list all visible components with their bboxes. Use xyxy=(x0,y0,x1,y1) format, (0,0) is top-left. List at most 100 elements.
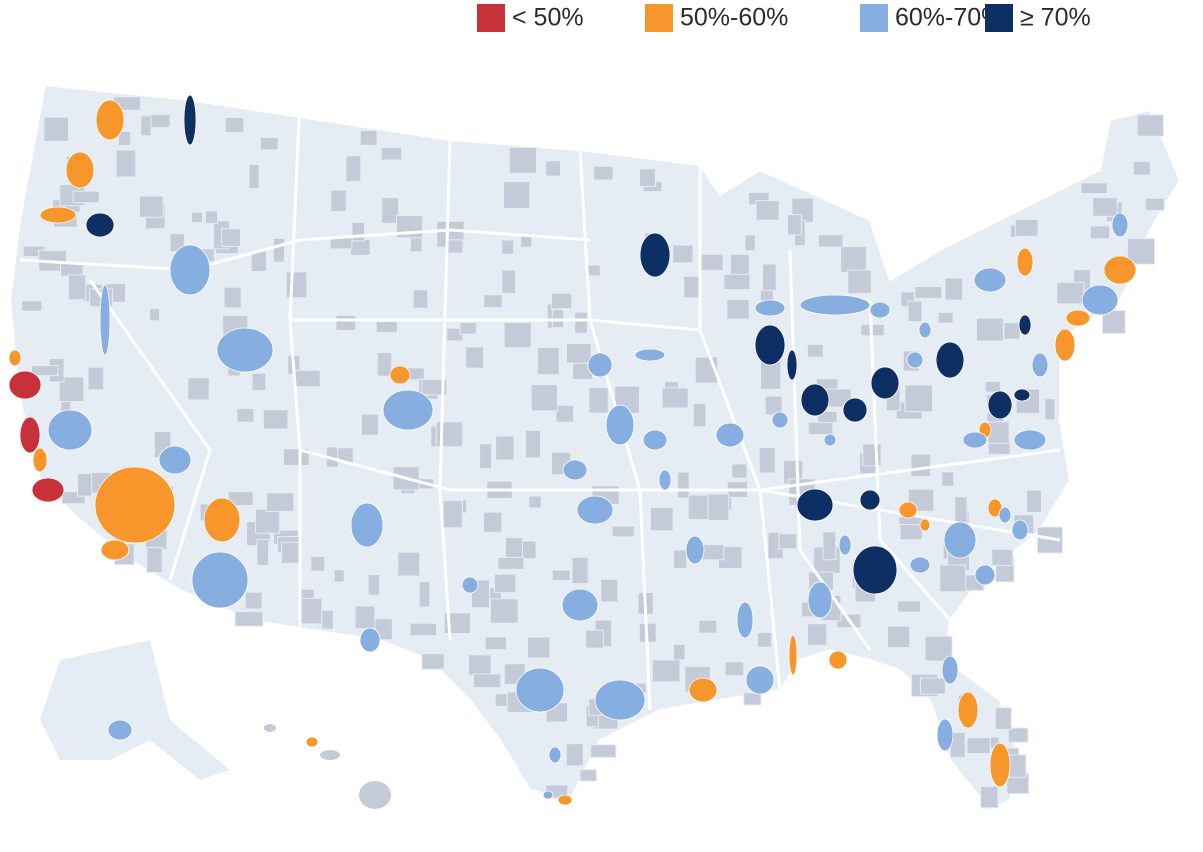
county xyxy=(584,264,601,277)
metro-area xyxy=(957,691,979,729)
metro-area xyxy=(359,627,381,653)
county xyxy=(442,500,463,529)
metros xyxy=(8,94,1137,806)
county xyxy=(525,429,541,459)
county xyxy=(611,525,635,538)
county xyxy=(360,413,380,436)
metro-area xyxy=(191,551,249,609)
state-line xyxy=(290,318,701,332)
county xyxy=(351,221,365,242)
metro-area xyxy=(562,459,588,481)
county xyxy=(806,343,824,358)
county xyxy=(283,448,310,466)
metro-area xyxy=(962,431,988,449)
county xyxy=(904,384,934,413)
metro-area xyxy=(32,447,48,473)
county xyxy=(148,307,160,322)
county xyxy=(503,321,532,349)
metro-area xyxy=(870,366,900,400)
metro-area xyxy=(1065,309,1091,327)
county xyxy=(489,598,519,624)
metro-area xyxy=(842,397,868,423)
county xyxy=(87,366,105,391)
metro-area xyxy=(515,667,565,713)
county xyxy=(730,253,750,278)
county xyxy=(755,200,780,221)
metro-area xyxy=(642,429,668,451)
metro-area xyxy=(936,718,954,752)
county xyxy=(585,629,604,649)
county xyxy=(31,365,59,377)
county xyxy=(910,453,932,478)
county xyxy=(503,181,531,210)
county xyxy=(975,317,1004,342)
metro-area xyxy=(1031,352,1049,378)
state-line xyxy=(438,139,452,641)
county xyxy=(272,237,285,263)
metro-area xyxy=(31,477,65,503)
metro-area xyxy=(634,348,666,362)
county xyxy=(299,597,323,625)
metro-area xyxy=(542,790,554,800)
county xyxy=(43,116,70,142)
metro-area xyxy=(859,489,881,511)
county xyxy=(465,346,485,369)
county xyxy=(459,321,477,335)
county xyxy=(330,189,347,212)
legend-swatch xyxy=(645,4,673,32)
county xyxy=(190,211,203,224)
metro-area xyxy=(305,736,319,748)
metro-area xyxy=(1013,429,1047,451)
county xyxy=(692,402,707,428)
metro-area xyxy=(557,794,573,806)
county xyxy=(497,556,525,570)
county xyxy=(944,277,964,301)
metro-area xyxy=(906,351,924,369)
county xyxy=(649,507,674,532)
metro-area xyxy=(576,495,614,525)
county xyxy=(418,581,431,608)
metro-area xyxy=(350,502,384,548)
county xyxy=(817,234,844,248)
county xyxy=(528,495,542,509)
county xyxy=(294,369,321,388)
county xyxy=(335,314,357,332)
metro-area xyxy=(828,650,848,670)
legend-label: ≥ 70% xyxy=(1020,4,1091,32)
county xyxy=(345,155,362,183)
metro-area xyxy=(605,404,635,446)
metro-area xyxy=(1081,284,1119,316)
metro-area xyxy=(974,564,996,586)
county xyxy=(593,165,614,181)
county xyxy=(281,541,302,564)
metro-area xyxy=(941,655,959,685)
metro-area xyxy=(1011,519,1029,541)
county xyxy=(571,556,589,585)
county xyxy=(550,292,573,310)
county xyxy=(807,421,834,435)
metro-area xyxy=(1103,255,1137,285)
county xyxy=(494,693,508,707)
county xyxy=(354,605,376,630)
county xyxy=(421,378,448,396)
state-line xyxy=(788,249,872,651)
county xyxy=(1132,160,1151,176)
metro-area xyxy=(796,488,834,522)
county xyxy=(886,625,911,649)
metro-area xyxy=(898,501,918,519)
county xyxy=(256,539,270,567)
county xyxy=(1044,398,1056,421)
county xyxy=(76,473,93,497)
metro-area xyxy=(183,94,197,146)
metro-area xyxy=(47,409,93,451)
county xyxy=(639,168,656,187)
metro-area xyxy=(203,497,241,543)
county xyxy=(590,744,617,758)
county xyxy=(744,234,756,252)
metro-area xyxy=(919,518,931,532)
county xyxy=(381,197,399,224)
county xyxy=(472,673,502,689)
county xyxy=(778,533,798,550)
county xyxy=(919,677,946,695)
